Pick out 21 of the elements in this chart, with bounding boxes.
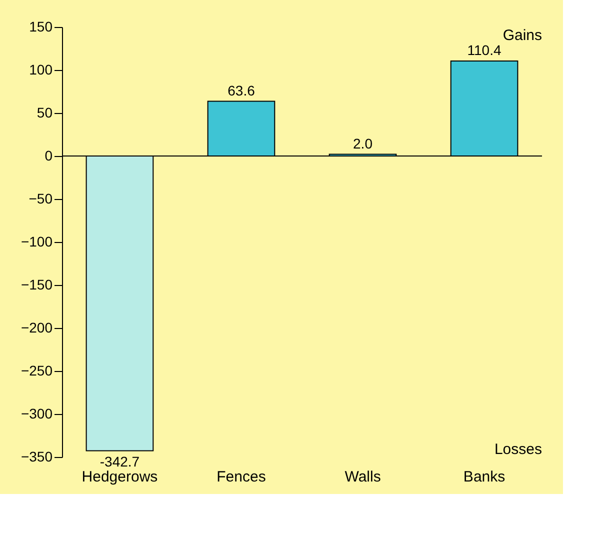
y-tick-label: 50 — [36, 104, 53, 120]
y-tick-label: −50 — [28, 190, 53, 206]
x-tick-label: Walls — [344, 468, 381, 486]
y-tick-label: 100 — [29, 62, 53, 78]
data-label: -342.7 — [100, 454, 140, 470]
x-tick-label: Banks — [463, 468, 506, 486]
y-tick-label: −150 — [20, 276, 53, 292]
y-tick-label: −200 — [20, 320, 53, 336]
data-label: 2.0 — [353, 135, 373, 152]
x-tick-label: Fences — [216, 468, 266, 486]
data-label: 63.6 — [228, 82, 256, 98]
y-tick-label: 150 — [29, 18, 53, 34]
y-tick-label: −300 — [20, 406, 53, 422]
annotation: Losses — [494, 441, 542, 458]
y-tick-label: −350 — [20, 448, 53, 464]
data-label: 110.4 — [467, 42, 502, 58]
x-tick-label: Hedgerows — [82, 468, 158, 486]
y-tick-label: 0 — [44, 148, 53, 164]
annotation: Gains — [502, 27, 542, 44]
y-tick-label: −100 — [20, 234, 53, 250]
y-tick-label: −250 — [20, 362, 53, 378]
